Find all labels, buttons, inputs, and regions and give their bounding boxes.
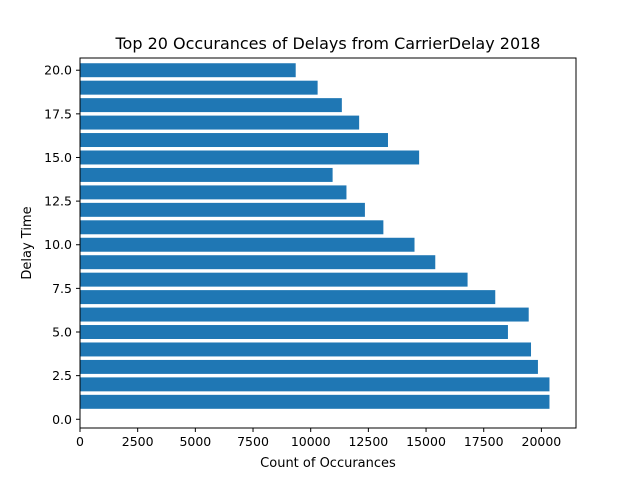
y-axis-title: Delay Time [20,206,35,279]
y-tick-label: 20.0 [44,63,72,78]
bars-layer [80,63,550,409]
bar-delay-9 [80,255,436,270]
bar-delay-16 [80,133,388,148]
chart-title: Top 20 Occurances of Delays from Carrier… [115,34,541,53]
bar-delay-14 [80,167,333,182]
bar-delay-8 [80,272,468,287]
x-tick-label: 5000 [179,434,211,449]
x-tick-label: 17500 [464,434,504,449]
bar-delay-5 [80,325,508,339]
x-tick-label: 0 [76,434,84,449]
ticks-layer: 0 2500 5000 7500 10000 12500 15000 17500 20000 0.… [44,63,561,449]
y-tick-label: 15.0 [44,150,72,165]
x-tick-label: 10000 [291,434,331,449]
bar-delay-17 [80,115,360,130]
x-tick-label: 20000 [522,434,562,449]
x-axis-title: Count of Occurances [260,456,396,471]
plot-frame [79,57,577,429]
bar-delay-11 [80,220,384,235]
y-tick-label: 5.0 [52,325,72,340]
y-tick-label: 12.5 [44,194,72,209]
bar-delay-15 [80,150,420,165]
y-tick-label: 10.0 [44,237,72,252]
y-tick-label: 17.5 [44,106,72,121]
x-tick-label: 2500 [122,434,154,449]
bar-delay-12 [80,202,365,217]
bar-delay-6 [80,307,529,322]
y-tick-label: 0.0 [52,412,72,427]
bar-delay-13 [80,185,347,200]
bar-delay-20 [80,63,296,78]
bar-delay-18 [80,98,342,113]
bar-delay-1 [80,394,550,409]
bar-delay-3 [80,359,538,374]
bar-delay-19 [80,80,318,95]
bar-delay-7 [80,290,496,305]
axes-layer [79,57,577,429]
x-tick-label: 12500 [348,434,388,449]
bar-delay-10 [80,237,415,252]
x-tick-label: 7500 [237,434,269,449]
y-tick-label: 7.5 [52,281,72,296]
bar-delay-4 [80,342,532,357]
x-tick-label: 15000 [406,434,446,449]
y-tick-label: 2.5 [52,368,72,383]
bar-delay-2 [80,377,550,392]
